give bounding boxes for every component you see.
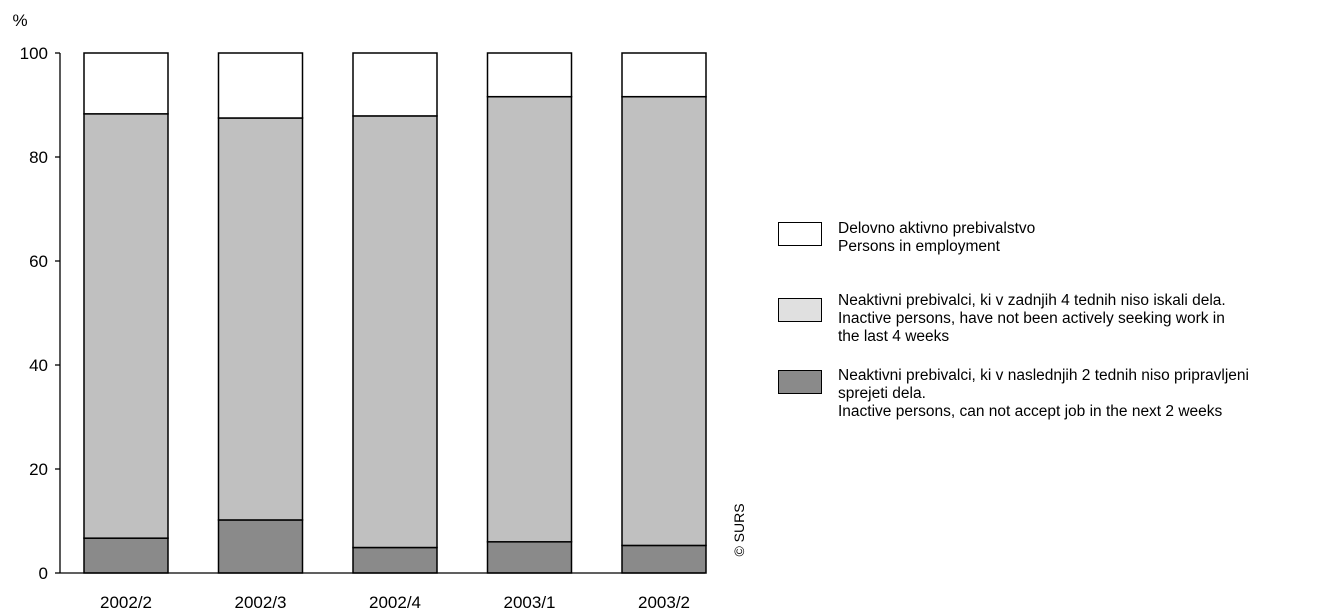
- x-tick-label: 2003/2: [638, 593, 690, 612]
- legend-line: Neaktivni prebivalci, ki v naslednjih 2 …: [838, 367, 1249, 384]
- y-tick-label: 20: [29, 460, 48, 479]
- legend-text-cannot-accept: Neaktivni prebivalci, ki v naslednjih 2 …: [838, 367, 1338, 421]
- bar-segment-employment: [621, 52, 707, 98]
- y-tick-label: 0: [39, 564, 48, 583]
- bar-segment-not-seeking: [83, 113, 169, 539]
- bar-segment-not-seeking: [486, 95, 573, 543]
- x-tick-label: 2002/3: [235, 593, 287, 612]
- legend-swatch-not-seeking: [778, 298, 822, 322]
- y-tick-label: 100: [20, 44, 48, 63]
- y-axis-unit-label: %: [12, 11, 27, 30]
- legend-swatch-cannot-accept: [778, 370, 822, 394]
- bar-segment-cannot-accept: [621, 544, 707, 574]
- bars-group: [83, 52, 707, 574]
- x-axis-labels: 2002/2 2002/3 2002/4 2003/1 2003/2: [100, 593, 690, 612]
- legend-line: Inactive persons, have not been actively…: [838, 310, 1225, 327]
- bar-segment-not-seeking: [621, 95, 707, 547]
- bar-segment-employment: [352, 52, 438, 117]
- x-tick-label: 2002/2: [100, 593, 152, 612]
- legend-text-employment: Delovno aktivno prebivalstvo Persons in …: [838, 220, 1338, 256]
- legend-line: Neaktivni prebivalci, ki v zadnjih 4 ted…: [838, 292, 1226, 309]
- bar-segment-not-seeking: [217, 117, 304, 521]
- bar-segment-cannot-accept: [217, 519, 304, 574]
- legend-swatch-employment: [778, 222, 822, 246]
- legend-text-not-seeking: Neaktivni prebivalci, ki v zadnjih 4 ted…: [838, 292, 1338, 346]
- y-tick-label: 60: [29, 252, 48, 271]
- y-tick-label: 80: [29, 148, 48, 167]
- source-label: © SURS: [731, 503, 747, 556]
- legend-line: Inactive persons, can not accept job in …: [838, 403, 1223, 420]
- legend-line: the last 4 weeks: [838, 328, 950, 345]
- legend-line: Persons in employment: [838, 238, 1000, 255]
- bar-segment-employment: [83, 52, 169, 115]
- y-tick-label: 40: [29, 356, 48, 375]
- legend-line: sprejeti dela.: [838, 385, 926, 402]
- bar-segment-employment: [486, 52, 573, 98]
- legend-line: Delovno aktivno prebivalstvo: [838, 220, 1036, 237]
- bar-segment-employment: [217, 52, 304, 119]
- bar-segment-cannot-accept: [486, 541, 573, 574]
- bar-segment-cannot-accept: [352, 546, 438, 574]
- y-axis-ticks: 0 20 40 60 80 100: [20, 44, 60, 583]
- bar-segment-not-seeking: [352, 115, 438, 549]
- x-tick-label: 2003/1: [504, 593, 556, 612]
- bar-segment-cannot-accept: [83, 537, 169, 574]
- x-tick-label: 2002/4: [369, 593, 421, 612]
